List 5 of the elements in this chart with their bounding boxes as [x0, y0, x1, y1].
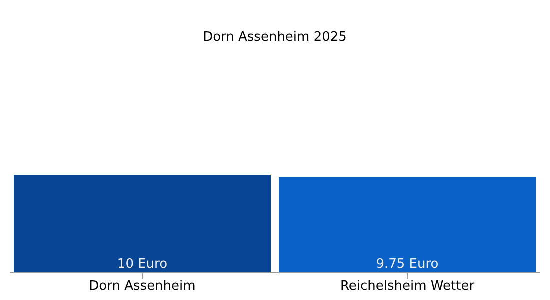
x-tick-label: Reichelsheim Wetter	[340, 279, 476, 294]
data-label: 9.75 Euro	[376, 257, 439, 272]
x-tick-label: Dorn Assenheim	[89, 279, 196, 294]
data-label: 10 Euro	[117, 257, 168, 272]
chart-title: Dorn Assenheim 2025	[202, 30, 348, 45]
